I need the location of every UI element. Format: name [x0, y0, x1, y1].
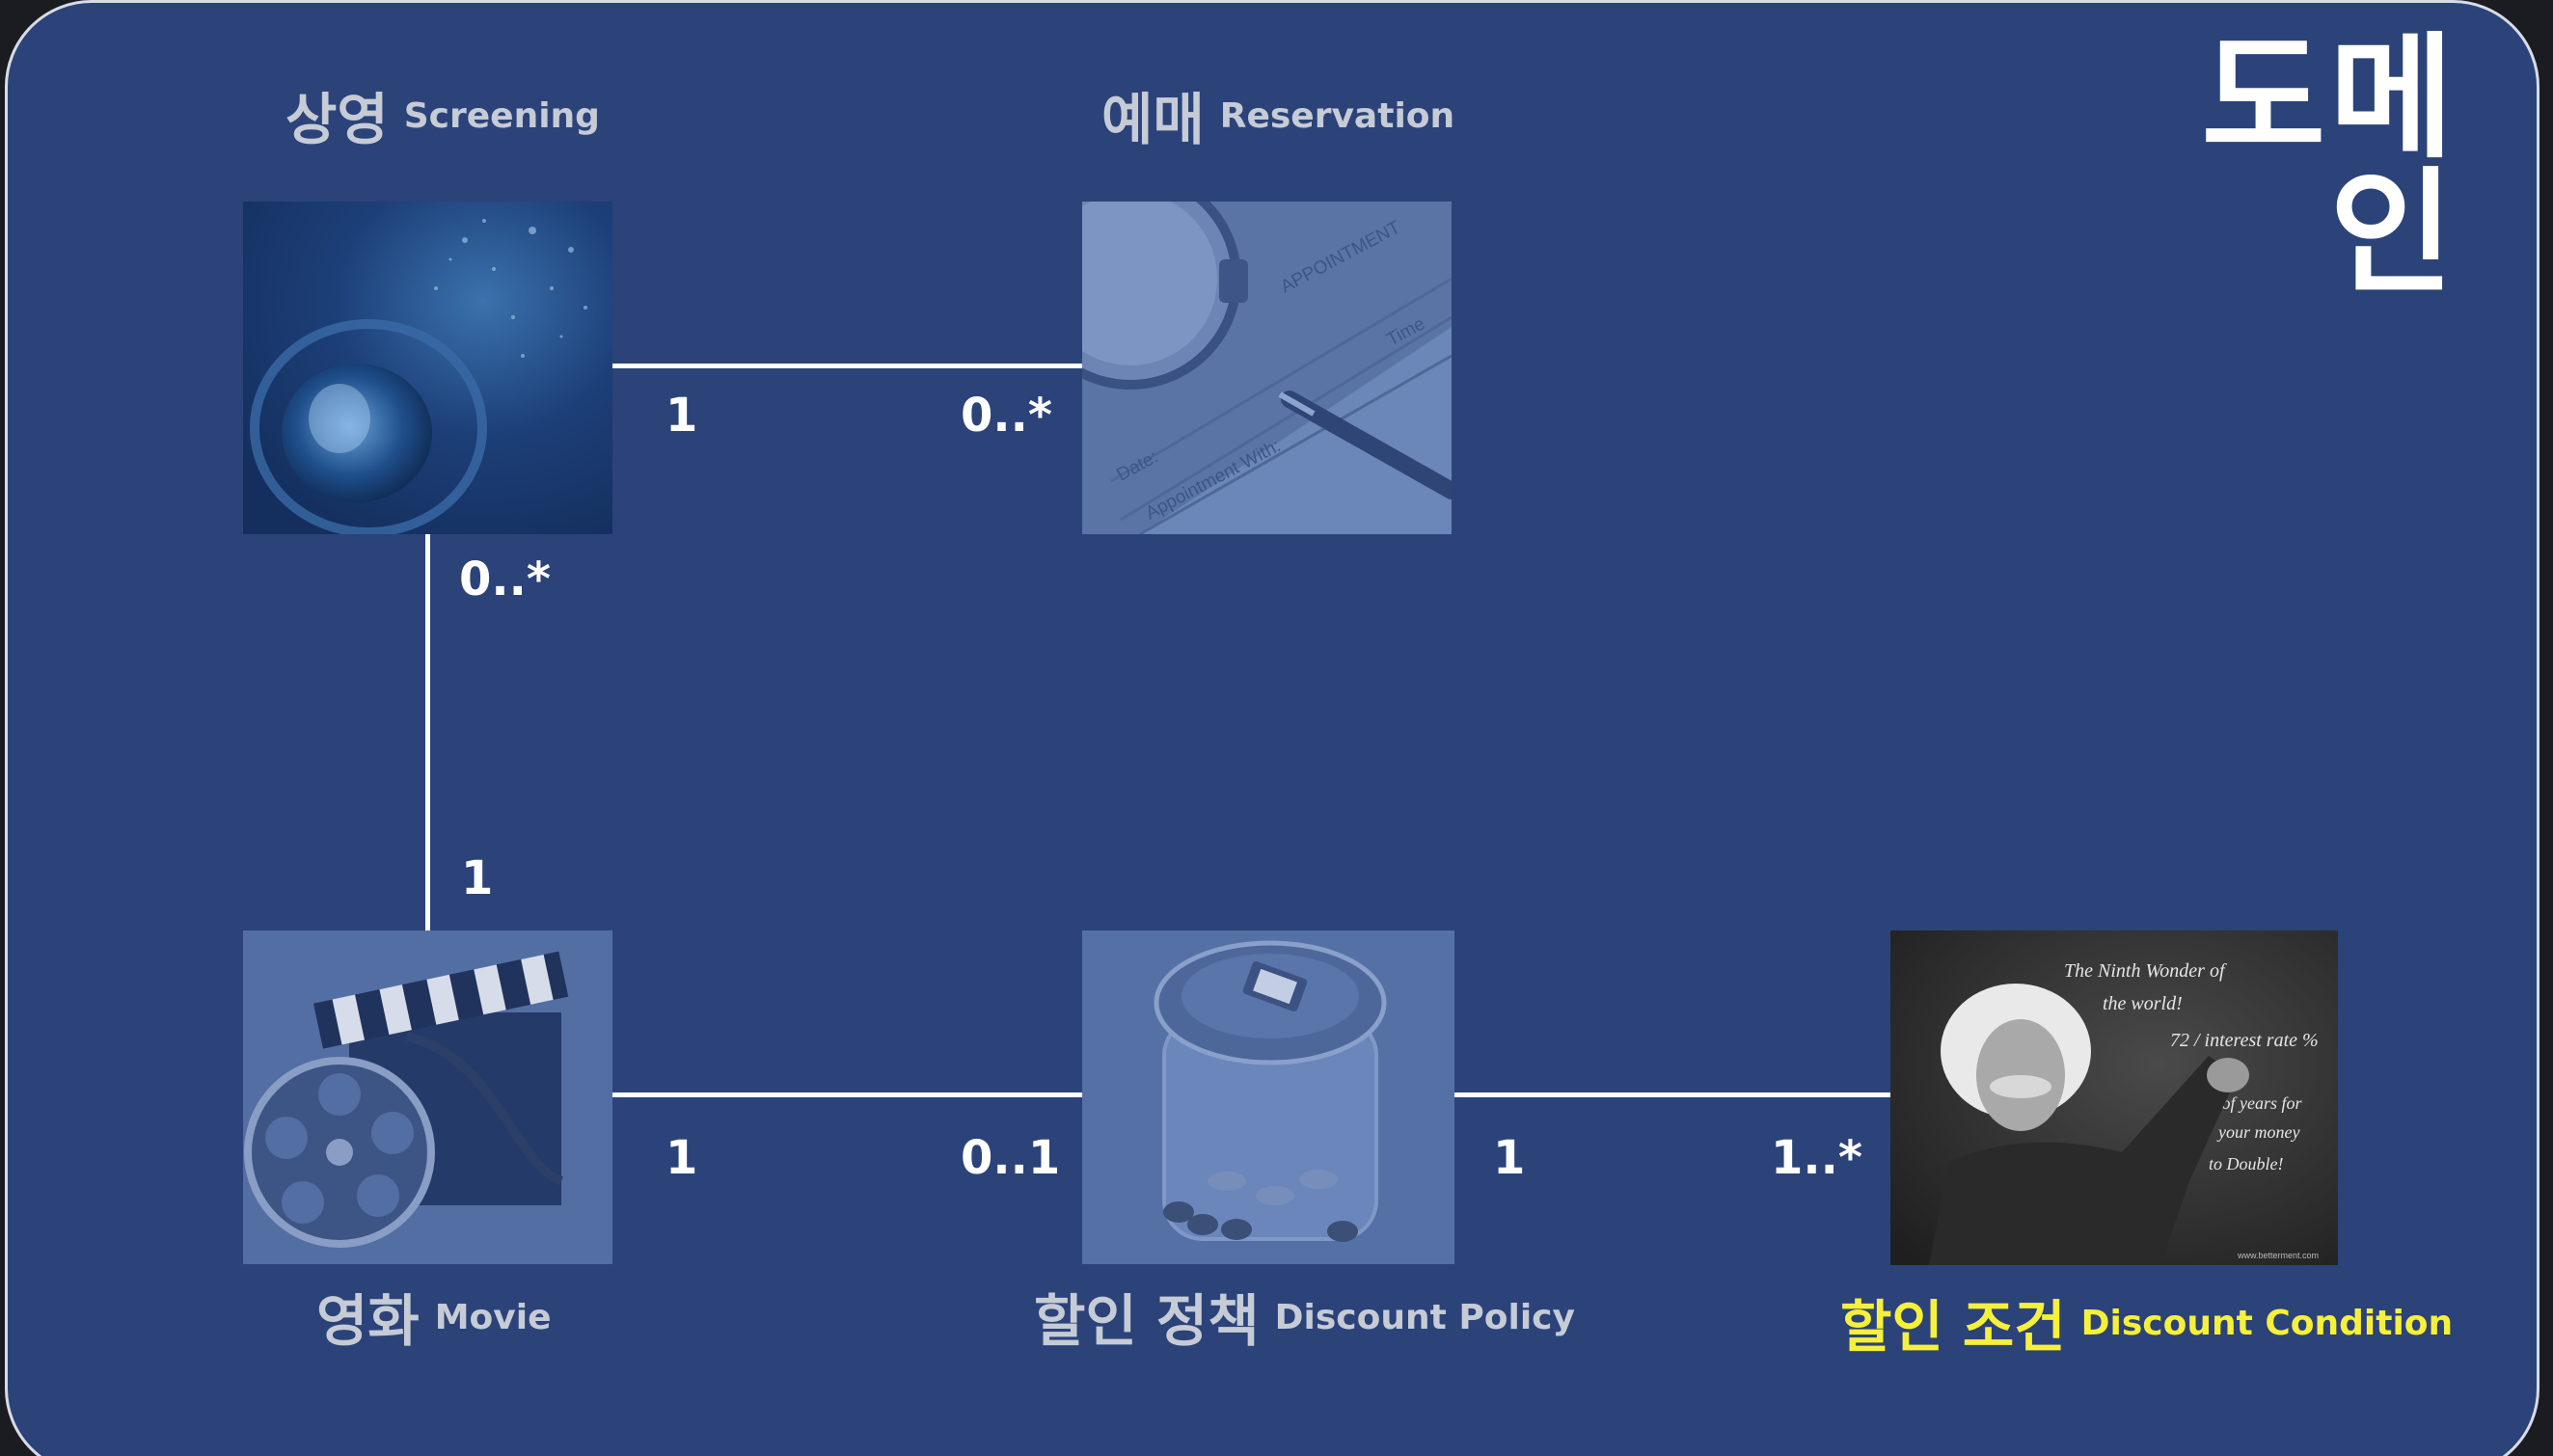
screening-image	[243, 202, 612, 534]
multiplicity-movie-from-screening: 1	[461, 851, 494, 905]
film-reel-clapper-icon	[243, 930, 612, 1264]
screening-label-ko: 상영	[285, 87, 389, 152]
reservation-label: 예매 Reservation	[1101, 92, 1454, 148]
multiplicity-reservation-from-screening: 0..*	[961, 389, 1052, 443]
multiplicity-policy-to-condition: 1	[1493, 1131, 1526, 1185]
relation-line-screening-movie	[425, 533, 430, 930]
chalk-line-1: The Ninth Wonder of	[2064, 960, 2227, 982]
photo-credit: www.betterment.com	[2237, 1251, 2319, 1260]
discount-condition-label-ko: 할인 조건	[1840, 1294, 2066, 1360]
discount-condition-image: The Ninth Wonder of the world! 72 / inte…	[1890, 930, 2338, 1265]
relation-line-policy-condition	[1451, 1092, 1890, 1097]
multiplicity-policy-from-movie: 0..1	[961, 1131, 1061, 1185]
relation-line-screening-reservation	[611, 364, 1082, 368]
multiplicity-condition-from-policy: 1..*	[1771, 1131, 1862, 1185]
movie-label: 영화 Movie	[316, 1293, 552, 1349]
multiplicity-screening-to-movie: 0..*	[459, 553, 551, 607]
coin-jar-icon	[1082, 930, 1454, 1264]
chalk-line-3: 72 / interest rate %	[2170, 1030, 2319, 1051]
chalk-line-2: the world!	[2103, 993, 2183, 1014]
discount-condition-label: 할인 조건 Discount Condition	[1840, 1299, 2453, 1355]
discount-policy-label: 할인 정책 Discount Policy	[1034, 1293, 1575, 1349]
discount-policy-image	[1082, 930, 1454, 1264]
reservation-label-en: Reservation	[1219, 96, 1455, 136]
discount-policy-label-ko: 할인 정책	[1034, 1288, 1260, 1354]
chalk-line-5: # of years for	[2209, 1093, 2302, 1113]
discount-condition-label-en: Discount Condition	[2080, 1304, 2454, 1343]
relation-line-movie-policy	[611, 1092, 1082, 1097]
film-lens-icon	[243, 202, 612, 534]
movie-image	[243, 930, 612, 1264]
appointment-watch-pen-icon: APPOINTMENT Time Date: Appointment With:	[1082, 202, 1452, 534]
multiplicity-movie-to-policy: 1	[665, 1131, 698, 1185]
reservation-image: APPOINTMENT Time Date: Appointment With:	[1082, 202, 1452, 534]
chalk-line-6: your money	[2216, 1122, 2299, 1142]
reservation-label-ko: 예매	[1101, 87, 1205, 152]
discount-policy-label-en: Discount Policy	[1274, 1298, 1575, 1337]
movie-label-ko: 영화	[316, 1288, 420, 1354]
movie-label-en: Movie	[434, 1298, 552, 1337]
slide-title: 도메인	[2201, 20, 2458, 312]
einstein-chalkboard-photo: The Ninth Wonder of the world! 72 / inte…	[1890, 930, 2338, 1265]
screening-label: 상영 Screening	[285, 92, 600, 148]
multiplicity-screening-to-reservation: 1	[665, 389, 698, 443]
chalk-line-7: to Double!	[2209, 1154, 2283, 1173]
domain-slide: 도메인 1 0..* 0..* 1 1 0..1 1 1..* 상영 Screen…	[5, 0, 2539, 1456]
screening-label-en: Screening	[403, 96, 600, 136]
